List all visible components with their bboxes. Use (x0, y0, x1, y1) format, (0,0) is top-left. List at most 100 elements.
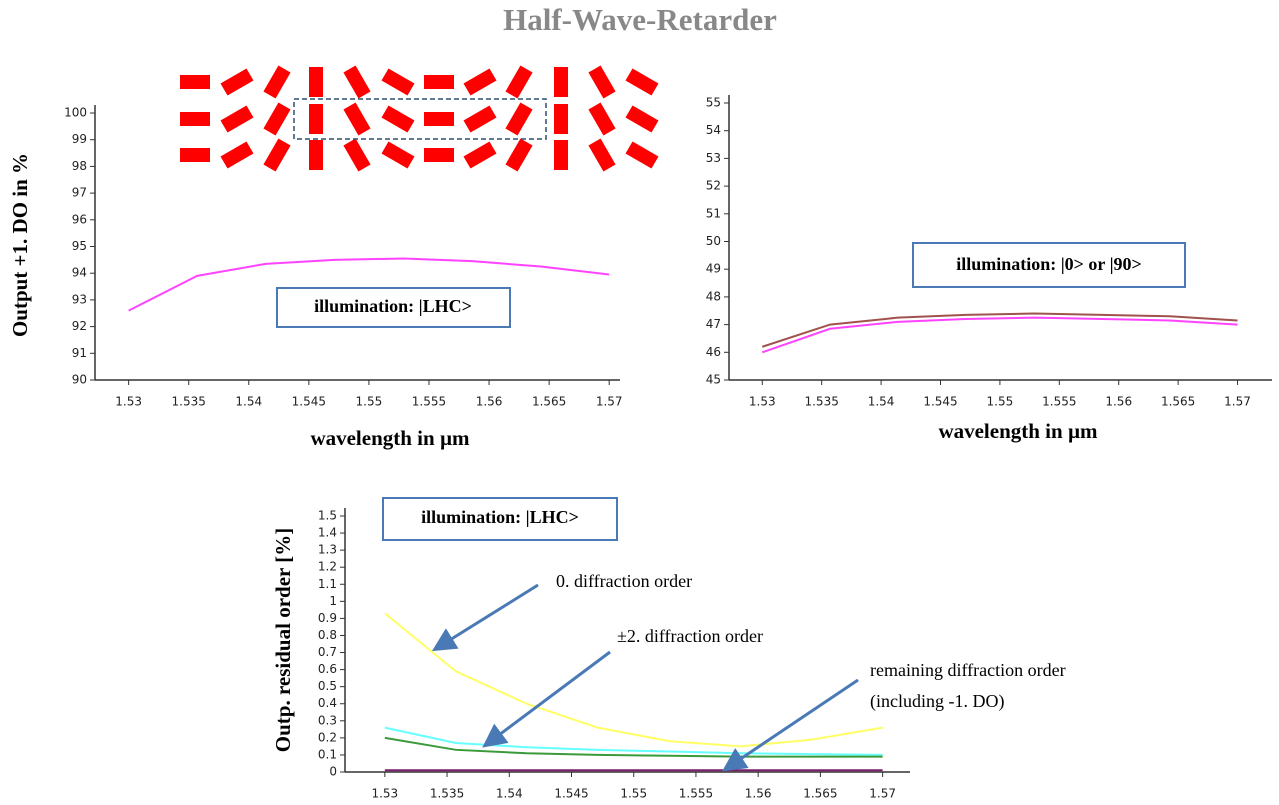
y-tick-label: 95 (72, 239, 87, 253)
y-tick-label: 53 (706, 151, 721, 165)
annotation: 0. diffraction order (556, 571, 692, 591)
x-tick-label: 1.55 (620, 787, 647, 801)
y-tick-label: 0.7 (318, 645, 337, 659)
grating-element (220, 141, 254, 169)
grating-element (220, 68, 254, 96)
grating-element (180, 75, 210, 89)
grating-element (625, 68, 659, 96)
x-tick-label: 1.545 (554, 787, 588, 801)
y-tick-label: 47 (706, 317, 721, 331)
annotation-arrow (722, 678, 859, 772)
page-title: Half-Wave-Retarder (503, 2, 777, 37)
grating-element (180, 148, 210, 162)
y-tick-label: 92 (72, 319, 87, 333)
y-tick-label: 98 (72, 159, 87, 173)
x-tick-label: 1.535 (804, 395, 838, 409)
y-axis-label: Outp. residual order [%] (271, 528, 295, 752)
grating-element (588, 102, 616, 136)
x-tick-label: 1.54 (235, 395, 262, 409)
grating-element (263, 102, 291, 136)
grating-element (424, 148, 454, 162)
annotation-box (912, 242, 1186, 288)
grating-element (463, 105, 497, 133)
grating-element (554, 140, 568, 170)
grating-element (263, 65, 291, 99)
x-tick-label: 1.55 (987, 395, 1014, 409)
grating-element (554, 67, 568, 97)
x-tick-label: 1.535 (172, 395, 206, 409)
y-tick-label: 0.2 (318, 730, 337, 744)
y-tick-label: 0.4 (318, 696, 337, 710)
data-line (384, 726, 883, 756)
y-tick-label: 48 (706, 289, 721, 303)
x-tick-label: 1.555 (1042, 395, 1076, 409)
x-tick-label: 1.54 (868, 395, 895, 409)
annotation: illumination: |0> or |90> (956, 254, 1142, 274)
grating-element (309, 140, 323, 170)
grating-element (588, 65, 616, 99)
x-tick-label: 1.56 (745, 787, 772, 801)
y-tick-label: 0.5 (318, 679, 337, 693)
y-tick-label: 1.4 (318, 526, 337, 540)
data-line (384, 612, 883, 748)
annotation: remaining diffraction order (870, 660, 1066, 680)
grating-element (588, 138, 616, 172)
annotation: illumination: |LHC> (314, 296, 472, 316)
grating-element (343, 102, 371, 136)
y-tick-label: 50 (706, 234, 721, 248)
y-tick-label: 90 (72, 373, 87, 387)
data-line (761, 312, 1238, 348)
grating-element (554, 104, 568, 134)
annotation-box (276, 287, 511, 328)
grating-element (343, 65, 371, 99)
x-tick-label: 1.54 (496, 787, 523, 801)
grating-element (309, 67, 323, 97)
y-axis-label: Output +1. DO in % (8, 153, 32, 337)
y-tick-label: 1.2 (318, 560, 337, 574)
y-tick-label: 1.5 (318, 509, 337, 523)
grating-element (381, 141, 415, 169)
grating-element (424, 75, 454, 89)
data-line (128, 257, 610, 312)
x-tick-label: 1.545 (292, 395, 326, 409)
y-tick-label: 45 (706, 373, 721, 387)
y-tick-label: 94 (72, 266, 87, 280)
x-tick-label: 1.56 (476, 395, 503, 409)
annotation-arrow (482, 650, 611, 748)
x-tick-label: 1.565 (803, 787, 837, 801)
x-tick-label: 1.555 (679, 787, 713, 801)
y-tick-label: 97 (72, 186, 87, 200)
grating-element (424, 112, 454, 126)
x-tick-label: 1.57 (1224, 395, 1251, 409)
grating-element (180, 112, 210, 126)
x-tick-label: 1.57 (869, 787, 896, 801)
grating-element (381, 68, 415, 96)
annotation: (including -1. DO) (870, 691, 1004, 712)
y-tick-label: 96 (72, 212, 87, 226)
x-axis-label: wavelength in µm (310, 426, 470, 450)
x-tick-label: 1.53 (371, 787, 398, 801)
grating-element (263, 138, 291, 172)
x-tick-label: 1.565 (1161, 395, 1195, 409)
y-tick-label: 0.3 (318, 713, 337, 727)
x-tick-label: 1.57 (596, 395, 623, 409)
y-tick-label: 54 (706, 123, 721, 137)
grating-element (625, 141, 659, 169)
x-tick-label: 1.55 (356, 395, 383, 409)
grating-element (625, 105, 659, 133)
y-tick-label: 0.1 (318, 747, 337, 761)
y-tick-label: 46 (706, 345, 721, 359)
grating-element (343, 138, 371, 172)
y-tick-label: 49 (706, 262, 721, 276)
y-tick-label: 93 (72, 292, 87, 306)
x-tick-label: 1.555 (412, 395, 446, 409)
y-tick-label: 0.8 (318, 628, 337, 642)
y-tick-label: 1.3 (318, 543, 337, 557)
y-tick-label: 99 (72, 132, 87, 146)
grating-element (505, 65, 533, 99)
x-tick-label: 1.535 (430, 787, 464, 801)
y-tick-label: 100 (64, 106, 87, 120)
unit-cell-box (293, 98, 547, 140)
grating-element (505, 102, 533, 136)
